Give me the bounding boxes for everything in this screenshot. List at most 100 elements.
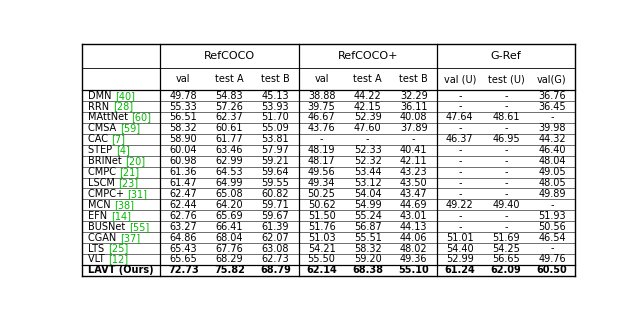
Text: 68.04: 68.04	[216, 233, 243, 243]
Text: 59.20: 59.20	[354, 254, 381, 264]
Text: 60.04: 60.04	[170, 145, 197, 155]
Text: 63.46: 63.46	[216, 145, 243, 155]
Text: 54.83: 54.83	[216, 91, 243, 100]
Text: [60]: [60]	[132, 112, 152, 122]
Text: 48.61: 48.61	[492, 112, 520, 122]
Text: 43.01: 43.01	[400, 211, 428, 221]
Text: 42.11: 42.11	[400, 156, 428, 166]
Text: 63.27: 63.27	[170, 222, 197, 232]
Text: -: -	[550, 200, 554, 210]
Text: 60.82: 60.82	[262, 189, 289, 199]
Text: 46.67: 46.67	[308, 112, 335, 122]
Text: 51.03: 51.03	[308, 233, 335, 243]
Text: -: -	[320, 134, 323, 144]
Text: [23]: [23]	[118, 178, 138, 188]
Text: 62.14: 62.14	[306, 265, 337, 275]
Text: 36.11: 36.11	[400, 101, 428, 111]
Text: 72.73: 72.73	[168, 265, 198, 275]
Text: 65.43: 65.43	[170, 244, 197, 253]
Text: LTS: LTS	[88, 244, 108, 253]
Text: 64.86: 64.86	[170, 233, 197, 243]
Text: 50.62: 50.62	[308, 200, 335, 210]
Text: LSCM: LSCM	[88, 178, 118, 188]
Text: 49.36: 49.36	[400, 254, 428, 264]
Text: 49.78: 49.78	[170, 91, 197, 100]
Text: 54.99: 54.99	[354, 200, 381, 210]
Text: [25]: [25]	[108, 244, 128, 253]
Text: 57.97: 57.97	[262, 145, 289, 155]
Text: 49.40: 49.40	[492, 200, 520, 210]
Text: 48.05: 48.05	[538, 178, 566, 188]
Text: 61.47: 61.47	[170, 178, 197, 188]
Text: val (U): val (U)	[444, 74, 476, 84]
Text: 55.10: 55.10	[398, 265, 429, 275]
Text: [14]: [14]	[111, 211, 131, 221]
Text: -: -	[504, 91, 508, 100]
Text: -: -	[550, 112, 554, 122]
Text: 40.08: 40.08	[400, 112, 428, 122]
Text: 58.32: 58.32	[170, 123, 197, 133]
Text: -: -	[504, 178, 508, 188]
Text: 58.32: 58.32	[354, 244, 381, 253]
Text: 49.76: 49.76	[538, 254, 566, 264]
Text: test B: test B	[261, 74, 290, 84]
Text: 64.20: 64.20	[216, 200, 243, 210]
Text: 43.76: 43.76	[308, 123, 335, 133]
Text: 62.37: 62.37	[216, 112, 243, 122]
Text: 67.76: 67.76	[216, 244, 243, 253]
Text: 46.40: 46.40	[538, 145, 566, 155]
Text: 49.22: 49.22	[446, 200, 474, 210]
Text: 65.65: 65.65	[170, 254, 197, 264]
Text: [12]: [12]	[108, 254, 128, 264]
Text: 57.26: 57.26	[216, 101, 243, 111]
Text: STEP: STEP	[88, 145, 116, 155]
Text: [31]: [31]	[127, 189, 148, 199]
Text: 66.41: 66.41	[216, 222, 243, 232]
Text: -: -	[504, 222, 508, 232]
Text: 44.06: 44.06	[400, 233, 428, 243]
Text: BRINet: BRINet	[88, 156, 125, 166]
Text: -: -	[412, 134, 415, 144]
Text: 38.88: 38.88	[308, 91, 335, 100]
Text: 53.12: 53.12	[354, 178, 381, 188]
Text: 46.95: 46.95	[492, 134, 520, 144]
Text: -: -	[458, 91, 461, 100]
Text: [40]: [40]	[115, 91, 135, 100]
Text: -: -	[504, 189, 508, 199]
Text: 49.34: 49.34	[308, 178, 335, 188]
Text: 56.65: 56.65	[492, 254, 520, 264]
Text: 50.56: 50.56	[538, 222, 566, 232]
Text: 49.56: 49.56	[308, 167, 335, 177]
Text: 49.05: 49.05	[538, 167, 566, 177]
Text: 59.64: 59.64	[262, 167, 289, 177]
Text: [37]: [37]	[120, 233, 140, 243]
Text: [20]: [20]	[125, 156, 145, 166]
Text: 62.07: 62.07	[262, 233, 289, 243]
Text: 56.51: 56.51	[170, 112, 197, 122]
Text: 65.08: 65.08	[216, 189, 243, 199]
Text: RefCOCO+: RefCOCO+	[337, 51, 398, 61]
Text: CMSA: CMSA	[88, 123, 120, 133]
Text: 64.53: 64.53	[216, 167, 243, 177]
Text: 52.33: 52.33	[354, 145, 381, 155]
Text: val: val	[176, 74, 191, 84]
Text: 53.81: 53.81	[262, 134, 289, 144]
Text: 59.55: 59.55	[262, 178, 289, 188]
Text: 44.32: 44.32	[538, 134, 566, 144]
Text: 52.99: 52.99	[446, 254, 474, 264]
Text: 48.19: 48.19	[308, 145, 335, 155]
Text: 52.32: 52.32	[354, 156, 381, 166]
Text: -: -	[504, 101, 508, 111]
Text: 44.69: 44.69	[400, 200, 428, 210]
Text: 39.98: 39.98	[538, 123, 566, 133]
Text: val: val	[314, 74, 329, 84]
Text: -: -	[458, 167, 461, 177]
Text: -: -	[458, 222, 461, 232]
Text: 51.69: 51.69	[492, 233, 520, 243]
Text: -: -	[550, 244, 554, 253]
Text: 46.54: 46.54	[538, 233, 566, 243]
Text: -: -	[504, 156, 508, 166]
Text: 64.99: 64.99	[216, 178, 243, 188]
Text: 51.01: 51.01	[446, 233, 474, 243]
Text: 61.24: 61.24	[444, 265, 475, 275]
